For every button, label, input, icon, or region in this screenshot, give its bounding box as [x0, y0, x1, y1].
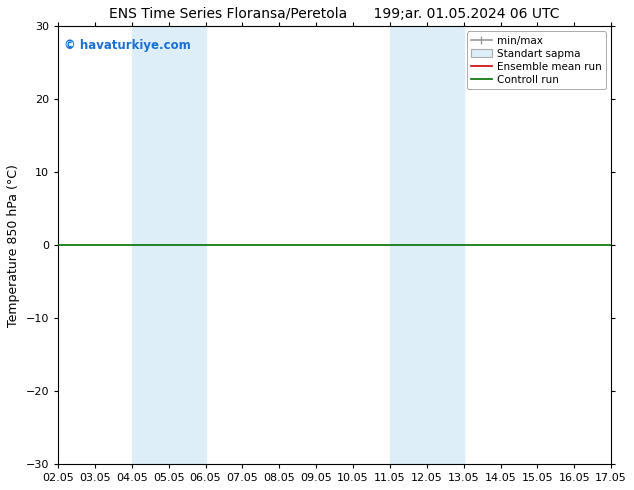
Bar	[169, 26, 205, 464]
Bar	[427, 26, 463, 464]
Y-axis label: Temperature 850 hPa (°C): Temperature 850 hPa (°C)	[7, 164, 20, 327]
Bar	[390, 26, 427, 464]
Title: ENS Time Series Floransa/Peretola      199;ar. 01.05.2024 06 UTC: ENS Time Series Floransa/Peretola 199;ar…	[109, 7, 560, 21]
Legend: min/max, Standart sapma, Ensemble mean run, Controll run: min/max, Standart sapma, Ensemble mean r…	[467, 31, 606, 89]
Text: © havaturkiye.com: © havaturkiye.com	[63, 39, 190, 52]
Bar	[132, 26, 169, 464]
